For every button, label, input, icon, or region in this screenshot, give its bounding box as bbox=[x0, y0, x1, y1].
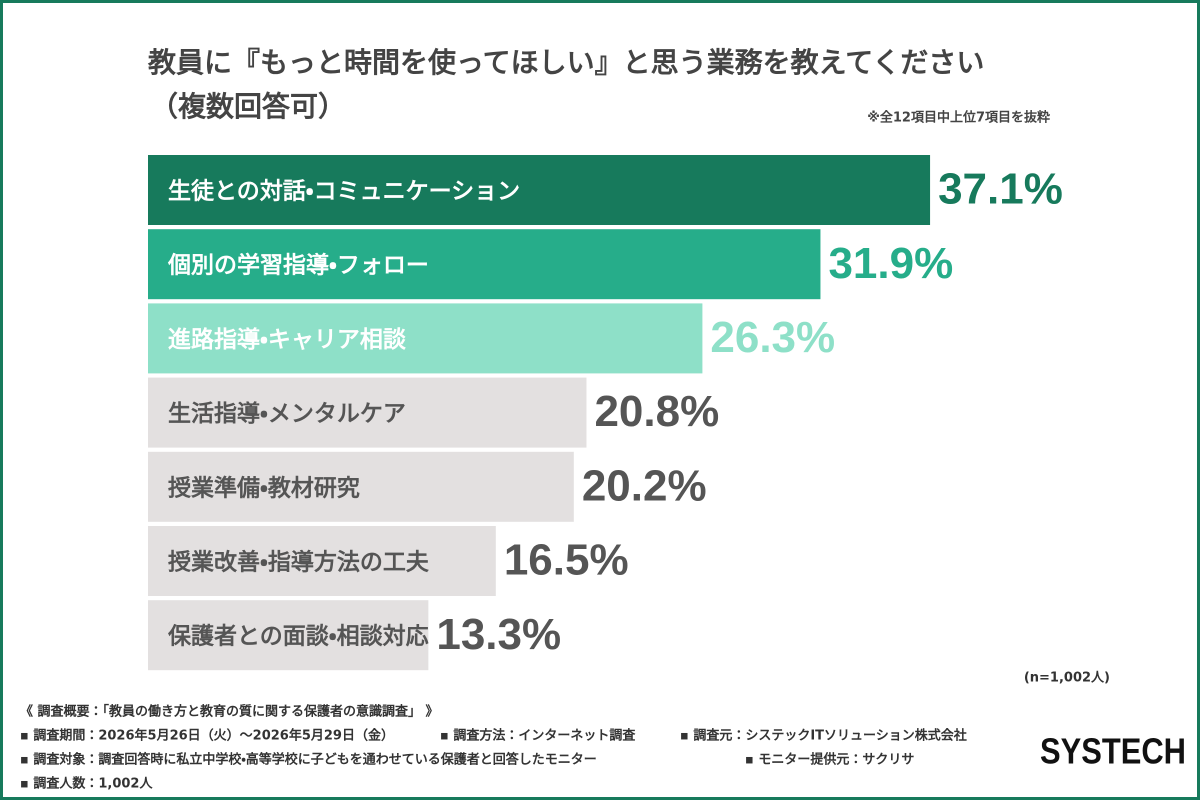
bar bbox=[148, 303, 703, 374]
category-label: 生徒との対話・コミュニケーション bbox=[168, 178, 520, 205]
bar bbox=[148, 451, 574, 522]
footer-item: ▪ 調査期間：2026年5月26日（火）〜2026年5月29日（金） bbox=[20, 728, 394, 744]
footer-item: ▪ 調査方法：インターネット調査 bbox=[440, 728, 636, 744]
bar bbox=[148, 600, 429, 671]
sample-note: (n=1,002人) bbox=[1024, 671, 1110, 686]
annotation: ※全12項目中上位7項目を抜粋 bbox=[867, 110, 1050, 126]
category-label: 授業準備・教材研究 bbox=[168, 474, 360, 501]
value-label: 16.5% bbox=[504, 536, 629, 585]
bar bbox=[148, 526, 496, 596]
footer-item: ▪ 調査対象：調査回答時に私立中学校・高等学校に子どもを通わせている保護者と回答… bbox=[20, 752, 597, 768]
category-label: 個別の学習指導・フォロー bbox=[167, 252, 429, 279]
footer-item: ▪ 調査元：システックITソリューション株式会社 bbox=[680, 728, 967, 744]
value-label: 37.1% bbox=[938, 165, 1063, 214]
logo: SYSTECH bbox=[1040, 731, 1186, 772]
value-label: 13.3% bbox=[436, 610, 561, 659]
category-label: 生活指導・メンタルケア bbox=[168, 400, 406, 427]
value-label: 26.3% bbox=[710, 313, 835, 362]
chart-subtitle: （複数回答可） bbox=[150, 90, 346, 123]
footer-item: ▪ モニター提供元：サクリサ bbox=[745, 752, 914, 768]
value-label: 31.9% bbox=[828, 239, 953, 288]
footer-item: ▪ 調査人数：1,002人 bbox=[20, 776, 153, 792]
category-label: 保護者との面談・相談対応 bbox=[167, 623, 429, 650]
category-label: 進路指導・キャリア相談 bbox=[168, 326, 406, 353]
value-label: 20.2% bbox=[582, 461, 707, 510]
category-label: 授業改善・指導方法の工夫 bbox=[168, 549, 430, 576]
bar bbox=[148, 155, 931, 225]
chart-title: 教員に『もっと時間を使ってほしい』と思う業務を教えてください bbox=[147, 46, 984, 79]
bar bbox=[148, 229, 821, 300]
value-label: 20.8% bbox=[594, 387, 719, 436]
bar bbox=[148, 377, 587, 448]
footer-heading: 《 調査概要：「教員の働き方と教育の質に関する保護者の意識調査」 》 bbox=[20, 704, 439, 720]
